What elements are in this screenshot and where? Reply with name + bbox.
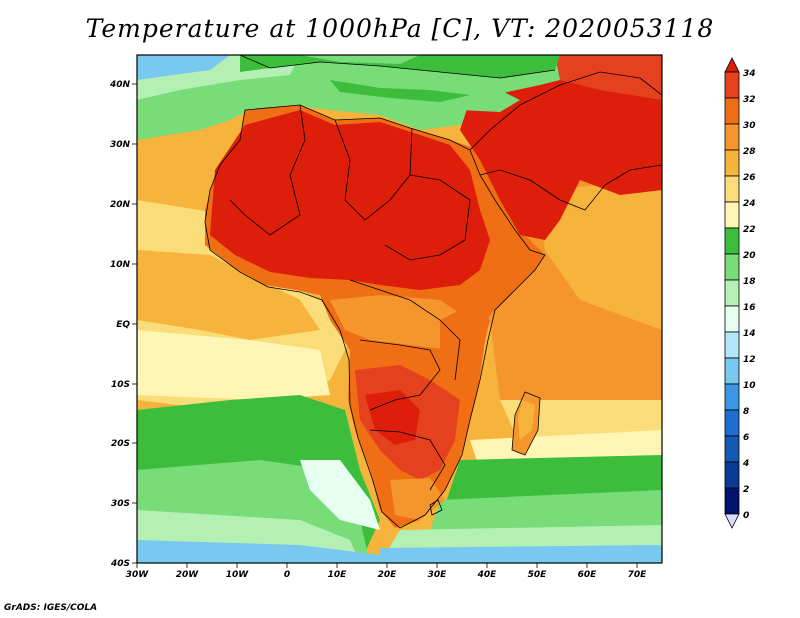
lon-label: 30W	[126, 570, 150, 580]
colorbar-label: 18	[743, 277, 756, 287]
lon-label: 60E	[578, 570, 598, 580]
colorbar-swatch	[724, 201, 740, 229]
lon-label: 10W	[226, 570, 250, 580]
colorbar-swatch	[724, 227, 740, 255]
lon-label: 0	[284, 570, 290, 580]
colorbar-swatch	[724, 71, 740, 99]
colorbar-label: 0	[743, 511, 749, 521]
lon-label: 50E	[528, 570, 548, 580]
colorbar-swatch	[724, 305, 740, 333]
lon-label: 20W	[176, 570, 200, 580]
lat-label: 40N	[109, 80, 131, 90]
colorbar-swatch	[724, 253, 740, 281]
colorbar-label: 6	[743, 433, 749, 443]
colorbar-label: 24	[743, 199, 756, 209]
lon-label: 40E	[477, 570, 498, 580]
colorbar-swatch	[724, 357, 740, 385]
colorbar-swatch	[724, 461, 740, 489]
lon-label: 20E	[378, 570, 398, 580]
colorbar-label: 22	[743, 225, 756, 235]
colorbar-swatch	[724, 487, 740, 515]
colorbar-label: 16	[743, 303, 756, 313]
colorbar-swatch	[724, 123, 740, 151]
sahara-hot	[210, 110, 490, 290]
lat-label: 40S	[110, 559, 130, 569]
colorbar-label: 2	[743, 485, 749, 495]
colorbar-label: 4	[742, 459, 749, 469]
colorbar-swatch	[724, 331, 740, 359]
coastlines	[204, 55, 662, 529]
colorbar-bottom-arrow	[724, 513, 740, 529]
lon-label: 70E	[628, 570, 648, 580]
lat-label: 30N	[110, 140, 131, 150]
colorbar-label: 14	[743, 329, 756, 339]
colorbar-label: 20	[743, 251, 756, 261]
axis-ticks	[132, 83, 638, 568]
lat-label: EQ	[116, 320, 130, 330]
lat-labels: 40N 30N 20N 10N EQ 10S 20S 30S 40S	[109, 80, 131, 569]
plot-frame	[136, 54, 663, 564]
colorbar-swatch	[724, 279, 740, 307]
colorbar-label: 28	[743, 147, 756, 157]
colorbar-swatch	[724, 97, 740, 125]
lon-label: 30E	[428, 570, 448, 580]
lat-label: 10S	[111, 380, 130, 390]
colorbar-label: 32	[743, 95, 756, 105]
colorbar-swatch	[724, 435, 740, 463]
colorbar-label: 12	[743, 355, 756, 365]
colorbar-label: 10	[743, 381, 756, 391]
colorbar-label: 30	[743, 121, 756, 131]
colorbar-top-arrow	[724, 57, 740, 73]
map-title: Temperature at 1000hPa [C], VT: 20200531…	[85, 14, 715, 43]
colorbar-swatch	[724, 149, 740, 177]
colorbar-label: 26	[743, 173, 756, 183]
lat-label: 20N	[110, 200, 131, 210]
grads-credit: GrADS: IGES/COLA	[4, 603, 98, 613]
colorbar-swatch	[724, 175, 740, 203]
lon-label: 10E	[328, 570, 348, 580]
colorbar-swatch	[724, 409, 740, 437]
colorbar-swatch	[724, 383, 740, 411]
lon-labels: 30W 20W 10W 0 10E 20E 30E 40E 50E 60E 70…	[126, 570, 647, 580]
lat-label: 30S	[111, 499, 130, 509]
temperature-field	[137, 55, 662, 563]
lat-label: 20S	[111, 439, 130, 449]
lat-label: 10N	[110, 260, 131, 270]
colorbar-label: 34	[743, 69, 756, 79]
colorbar-label: 8	[743, 407, 749, 417]
